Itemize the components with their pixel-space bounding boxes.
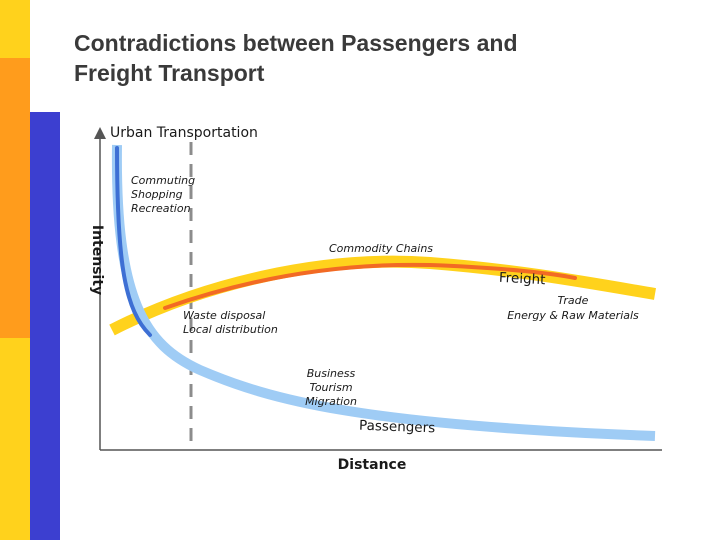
slide-title: Contradictions between Passengers and Fr… — [74, 28, 694, 88]
slide-title-line-1: Contradictions between Passengers and — [74, 30, 518, 56]
migration-label: Migration — [305, 395, 357, 408]
decorative-sidebar — [0, 0, 60, 540]
tourism-label: Tourism — [309, 381, 352, 394]
urban-activity-commuting: Commuting — [131, 174, 195, 187]
business-label: Business — [307, 367, 356, 380]
local-distribution-label: Local distribution — [183, 323, 278, 336]
x-axis-label: Distance — [338, 457, 407, 473]
trade-label: Trade — [558, 294, 589, 307]
slide-title-line-2: Freight Transport — [74, 60, 265, 86]
energy-raw-materials-label: Energy & Raw Materials — [507, 309, 639, 322]
waste-disposal-label: Waste disposal — [183, 309, 265, 322]
sidebar-white-gap — [30, 0, 60, 112]
sidebar-orange-band — [0, 58, 30, 338]
urban-transportation-label: Urban Transportation — [110, 125, 258, 141]
freight-curve-label: Freight — [499, 270, 546, 288]
commodity-chains-label: Commodity Chains — [329, 242, 433, 255]
passenger-curve — [111, 144, 656, 441]
sidebar-yellow-band-top — [0, 0, 30, 58]
freight-curve — [109, 255, 657, 336]
urban-activity-shopping: Shopping — [131, 188, 183, 201]
sidebar-yellow-band-bottom — [0, 338, 30, 540]
urban-activity-recreation: Recreation — [131, 202, 191, 215]
passengers-curve-label: Passengers — [359, 418, 436, 437]
freight-curve-highlight — [163, 262, 577, 310]
sidebar-blue-band — [30, 112, 60, 540]
passenger-curve-highlight — [115, 146, 152, 337]
y-axis-label: Intensity — [89, 225, 105, 295]
